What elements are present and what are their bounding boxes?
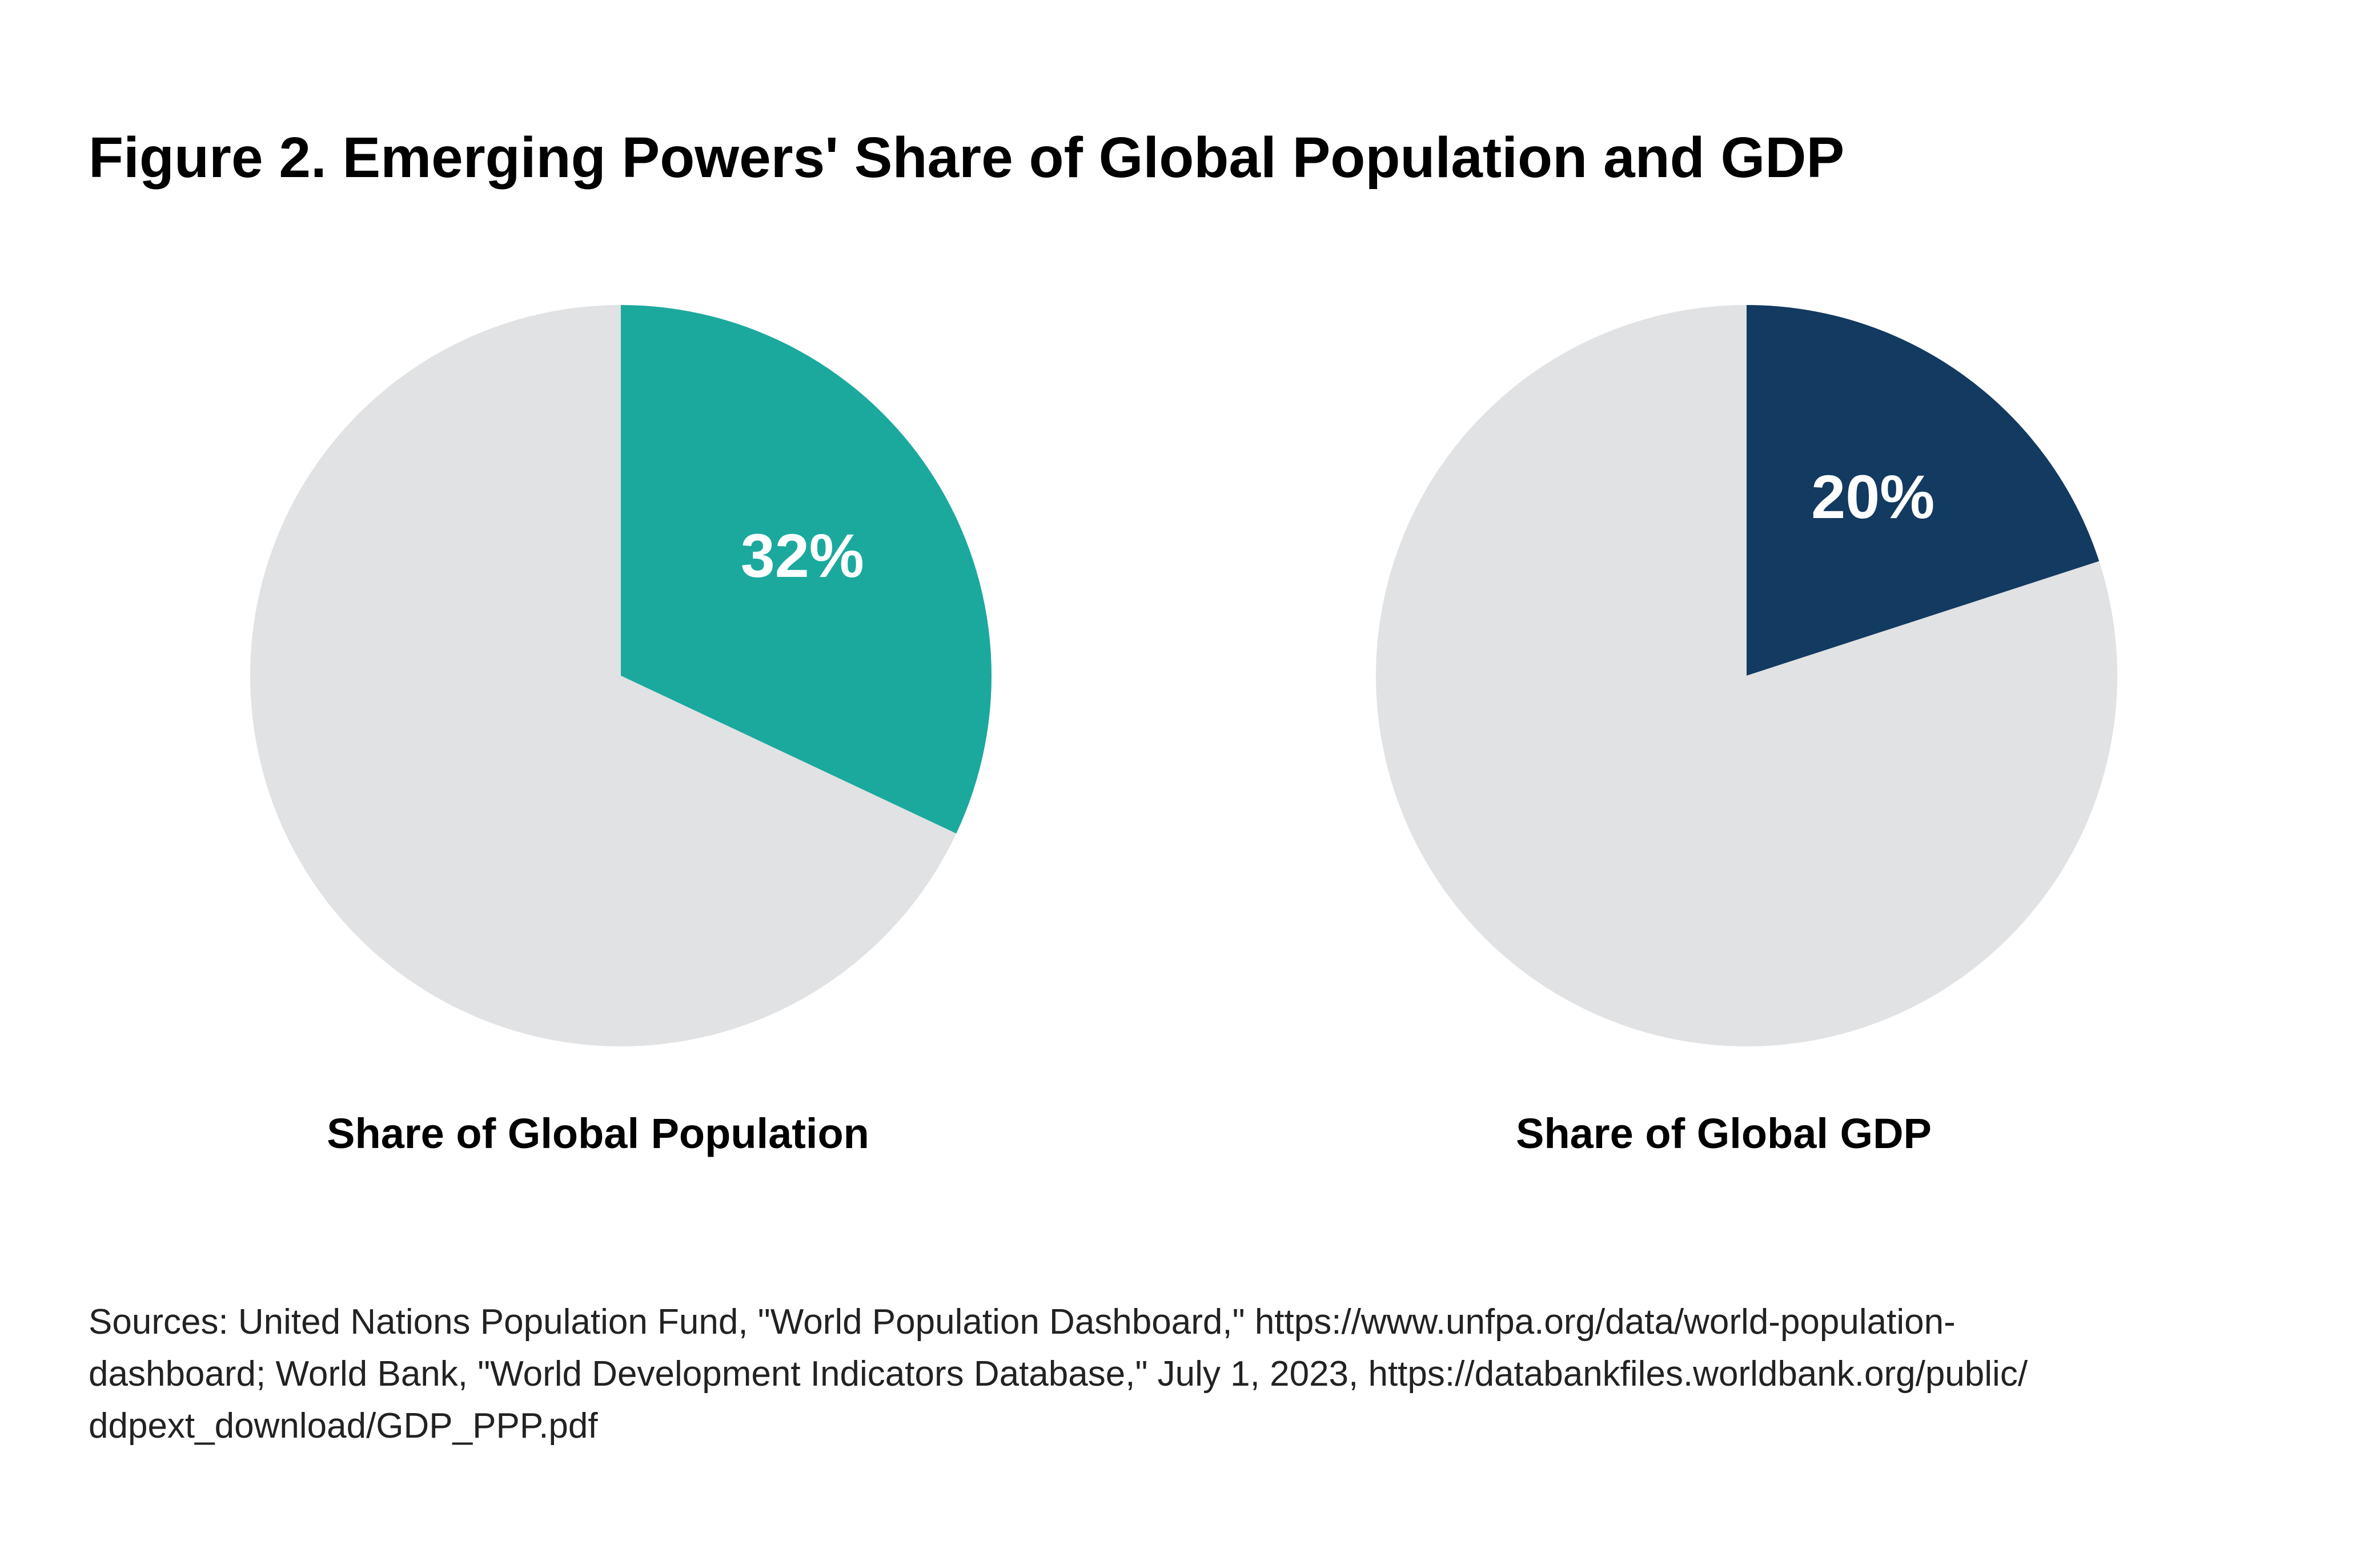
source-note: Sources: United Nations Population Fund,… [89, 1302, 1956, 1342]
slice-label: 20% [1811, 462, 1934, 531]
pie-caption: Share of Global Population [327, 1110, 869, 1157]
pie-slice [1376, 305, 2117, 1047]
source-note: ddpext_download/GDP_PPP.pdf [89, 1406, 598, 1446]
source-note: dashboard; World Bank, "World Developmen… [89, 1354, 2028, 1394]
pie-slice [621, 305, 992, 834]
pie-caption: Share of Global GDP [1516, 1110, 1932, 1157]
pie-slice [1747, 305, 2100, 676]
figure-title: Figure 2. Emerging Powers' Share of Glob… [89, 126, 1844, 190]
slice-label: 32% [741, 521, 864, 590]
pie-slice [250, 305, 957, 1046]
